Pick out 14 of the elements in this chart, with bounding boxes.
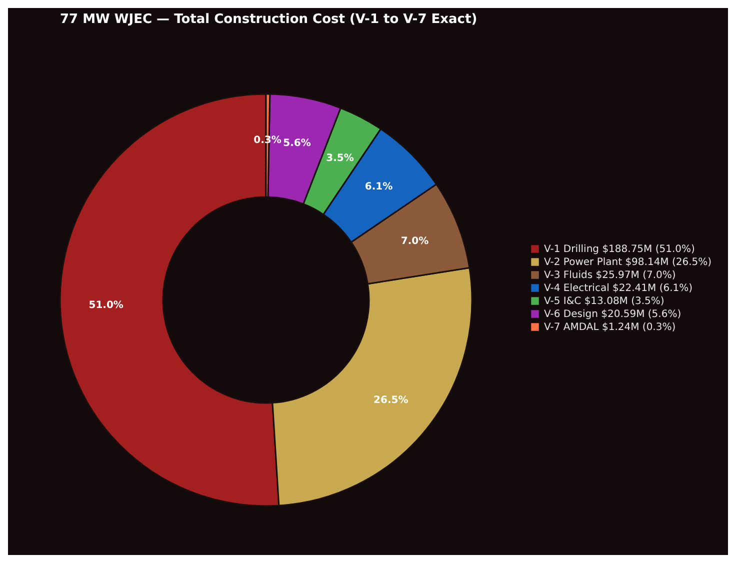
data-label: 7.0% xyxy=(400,236,429,248)
legend-label: V-5 I&C $13.08M (3.5%) xyxy=(544,296,664,307)
legend-label: V-3 Fluids $25.97M (7.0%) xyxy=(544,270,676,281)
chart-title: 77 MW WJEC — Total Construction Cost (V-1 to V-7 Exact) xyxy=(60,12,478,27)
data-label: 51.0% xyxy=(88,300,124,312)
legend-label: V-4 Electrical $22.41M (6.1%) xyxy=(544,283,693,294)
legend-label: V-1 Drilling $188.75M (51.0%) xyxy=(544,244,696,255)
data-label: 5.6% xyxy=(283,138,311,150)
data-label: 26.5% xyxy=(374,395,408,406)
legend-label: V-2 Power Plant $98.14M (26.5%) xyxy=(544,257,712,268)
data-label: 6.1% xyxy=(364,182,393,193)
legend-label: V-6 Design $20.59M (5.6%) xyxy=(544,309,682,320)
data-label: 3.5% xyxy=(326,153,354,164)
legend-label: V-7 AMDAL $1.24M (0.3%) xyxy=(544,322,676,333)
